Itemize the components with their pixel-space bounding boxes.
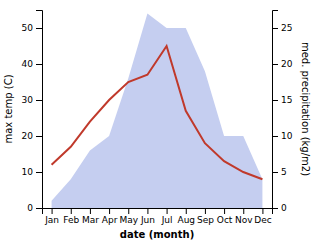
tick: 15 xyxy=(272,95,292,105)
tick-mark xyxy=(128,208,129,214)
tick-mark xyxy=(272,172,278,173)
tick-label: Feb xyxy=(63,215,79,225)
tick-label: Jan xyxy=(44,215,59,225)
tick: Oct xyxy=(217,208,233,225)
tick-mark xyxy=(36,208,42,209)
tick-mark xyxy=(90,208,91,214)
tick-mark xyxy=(109,208,110,214)
tick: 50 xyxy=(22,23,42,33)
tick: 0 xyxy=(272,203,287,213)
line-series xyxy=(52,46,263,179)
tick-label: 10 xyxy=(281,131,293,141)
tick-mark xyxy=(243,208,244,214)
tick-label: 50 xyxy=(22,23,34,33)
y2-axis-title: med. precipitation (kg/m2) xyxy=(300,42,311,176)
tick: Jul xyxy=(161,208,173,225)
tick: Sep xyxy=(197,208,214,225)
tick-label: May xyxy=(119,215,138,225)
tick: Nov xyxy=(235,208,253,225)
tick-mark xyxy=(71,208,72,214)
tick-mark xyxy=(272,100,278,101)
tick: Feb xyxy=(63,208,79,225)
y-axis: 0 10 20 30 40 50 xyxy=(22,11,43,214)
tick-label: Jul xyxy=(161,215,173,225)
tick-label: 15 xyxy=(281,95,292,105)
tick-mark xyxy=(147,208,148,214)
tick: 25 xyxy=(272,23,292,33)
tick-mark xyxy=(205,208,206,214)
tick: 10 xyxy=(272,131,293,141)
tick: Aug xyxy=(177,208,195,225)
tick-label: 5 xyxy=(281,167,287,177)
tick-label: Jun xyxy=(140,215,155,225)
area-series xyxy=(52,14,263,208)
tick-label: 40 xyxy=(22,59,34,69)
tick-label: Sep xyxy=(197,215,214,225)
y2-axis: 0 5 10 15 20 25 xyxy=(272,11,293,214)
tick-label: 20 xyxy=(22,131,34,141)
tick-label: Nov xyxy=(235,215,253,225)
tick: May xyxy=(119,208,138,225)
tick-label: Mar xyxy=(82,215,99,225)
tick-mark xyxy=(262,208,263,214)
tick-label: 10 xyxy=(22,167,34,177)
tick-mark xyxy=(36,64,42,65)
tick-mark xyxy=(272,64,278,65)
y-axis-title: max temp (C) xyxy=(3,74,14,143)
tick-label: Aug xyxy=(177,215,195,225)
tick-label: Dec xyxy=(254,215,271,225)
tick-mark xyxy=(52,208,53,214)
tick-mark xyxy=(272,28,278,29)
tick: 20 xyxy=(272,59,293,69)
tick-mark xyxy=(186,208,187,214)
tick-label: 0 xyxy=(281,203,287,213)
axis-line xyxy=(273,11,279,209)
tick-label: 30 xyxy=(22,95,34,105)
tick-label: 25 xyxy=(281,23,292,33)
tick-mark xyxy=(36,100,42,101)
tick: Jun xyxy=(140,208,155,225)
plot-area xyxy=(52,14,263,208)
tick-label: Apr xyxy=(102,215,118,225)
tick-label: 0 xyxy=(27,203,33,213)
chart-container: Jan FebMarAprMayJun Jul AugSepOctNovDec 0 10 2… xyxy=(0,0,318,244)
tick: 0 xyxy=(27,203,42,213)
tick-label: Oct xyxy=(217,215,233,225)
tick-mark xyxy=(224,208,225,214)
chart: Jan FebMarAprMayJun Jul AugSepOctNovDec 0 10 2… xyxy=(0,0,318,244)
tick: Jan xyxy=(44,208,59,225)
tick-mark xyxy=(36,28,42,29)
axis-line xyxy=(36,11,43,209)
tick: Apr xyxy=(102,208,118,225)
plot-root: Jan FebMarAprMayJun Jul AugSepOctNovDec 0 10 2… xyxy=(3,11,311,241)
tick-label: 20 xyxy=(281,59,293,69)
tick: 10 xyxy=(22,167,42,177)
tick: 5 xyxy=(272,167,287,177)
tick-mark xyxy=(36,136,42,137)
x-axis-title: date (month) xyxy=(120,229,194,240)
tick-mark xyxy=(272,136,278,137)
tick: 40 xyxy=(22,59,42,69)
tick-mark xyxy=(167,208,168,214)
x-axis: Jan FebMarAprMayJun Jul AugSepOctNovDec xyxy=(43,208,273,225)
axis-line xyxy=(43,209,273,215)
tick-mark xyxy=(272,208,278,209)
tick: Mar xyxy=(82,208,99,225)
tick-mark xyxy=(36,172,42,173)
tick: 20 xyxy=(22,131,42,141)
tick: 30 xyxy=(22,95,42,105)
tick: Dec xyxy=(254,208,271,225)
